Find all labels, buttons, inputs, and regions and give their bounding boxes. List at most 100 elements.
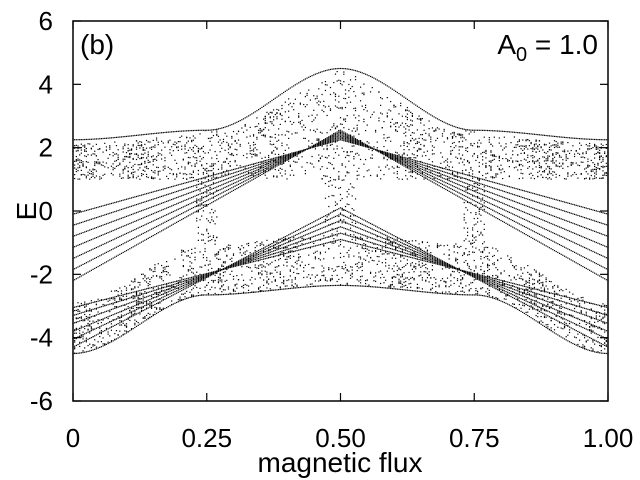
data-point <box>338 135 340 137</box>
data-point <box>274 249 276 251</box>
data-point <box>346 282 348 284</box>
data-point <box>269 136 271 138</box>
data-point <box>209 221 211 224</box>
data-point <box>353 234 355 236</box>
data-point <box>161 216 163 218</box>
data-point <box>284 173 286 175</box>
data-point <box>206 172 208 174</box>
data-point <box>299 121 301 123</box>
data-point <box>244 123 246 126</box>
data-point <box>288 155 290 157</box>
data-point <box>191 262 193 264</box>
data-point <box>284 238 286 241</box>
data-point <box>268 166 270 168</box>
data-point <box>294 238 296 240</box>
data-point <box>334 204 337 206</box>
data-point <box>149 161 151 163</box>
data-point <box>187 156 189 159</box>
data-point <box>323 175 325 177</box>
data-point <box>246 250 248 252</box>
data-point <box>212 196 215 198</box>
data-point <box>84 319 86 322</box>
data-point <box>79 352 81 354</box>
data-point <box>104 204 106 206</box>
data-point <box>284 111 286 113</box>
data-point <box>276 118 278 120</box>
data-point <box>291 279 293 281</box>
data-point <box>348 139 350 141</box>
data-point <box>176 283 178 285</box>
data-point <box>95 155 98 157</box>
data-point <box>217 198 220 200</box>
data-point <box>369 256 372 259</box>
data-point <box>144 291 146 293</box>
data-point <box>74 322 76 324</box>
data-point <box>338 278 340 281</box>
data-point <box>316 229 318 231</box>
data-point <box>122 294 124 296</box>
data-point <box>77 309 79 311</box>
data-point <box>154 291 156 294</box>
data-point <box>110 230 113 232</box>
data-point <box>134 309 136 311</box>
data-point <box>134 322 136 324</box>
data-point <box>241 245 243 247</box>
data-point <box>140 289 143 291</box>
data-point <box>239 248 241 250</box>
data-point <box>87 331 89 333</box>
data-point <box>87 325 89 327</box>
data-point <box>226 185 228 188</box>
data-point <box>351 142 353 144</box>
data-point <box>161 287 163 289</box>
data-point <box>142 289 144 291</box>
data-point <box>364 245 367 247</box>
data-point <box>199 251 201 253</box>
data-point <box>328 137 330 139</box>
data-point <box>130 301 133 303</box>
data-point <box>293 160 295 162</box>
data-point <box>219 176 221 178</box>
data-point <box>274 243 276 246</box>
data-point <box>117 201 119 203</box>
data-point <box>104 298 106 301</box>
data-point <box>107 304 109 306</box>
data-point <box>191 141 193 143</box>
data-point <box>114 167 116 169</box>
data-point <box>356 152 358 154</box>
data-point <box>74 268 76 270</box>
data-point <box>204 186 206 188</box>
data-point <box>349 140 352 143</box>
data-point <box>323 235 325 237</box>
data-point <box>92 345 94 347</box>
data-point <box>244 259 246 261</box>
data-point <box>269 163 271 166</box>
data-point <box>134 196 136 198</box>
data-point <box>254 111 256 113</box>
data-point <box>328 224 330 226</box>
data-point <box>139 301 141 303</box>
data-point <box>167 187 169 189</box>
data-point <box>82 210 84 212</box>
data-point <box>303 248 305 250</box>
data-point <box>167 265 169 267</box>
data-point <box>289 244 291 246</box>
data-point <box>334 68 337 70</box>
data-point <box>82 319 84 321</box>
data-point <box>135 195 138 198</box>
data-point <box>119 305 121 308</box>
data-point <box>157 302 159 304</box>
data-point <box>145 319 148 321</box>
data-point <box>262 290 265 292</box>
data-point <box>296 241 298 244</box>
data-point <box>107 213 109 215</box>
data-point <box>134 297 136 299</box>
data-point <box>232 264 235 267</box>
data-point <box>122 243 124 245</box>
data-point <box>122 320 124 322</box>
data-point <box>161 158 163 160</box>
data-point <box>201 187 203 189</box>
data-point <box>333 123 335 125</box>
data-point <box>147 285 149 287</box>
data-point <box>358 280 360 282</box>
